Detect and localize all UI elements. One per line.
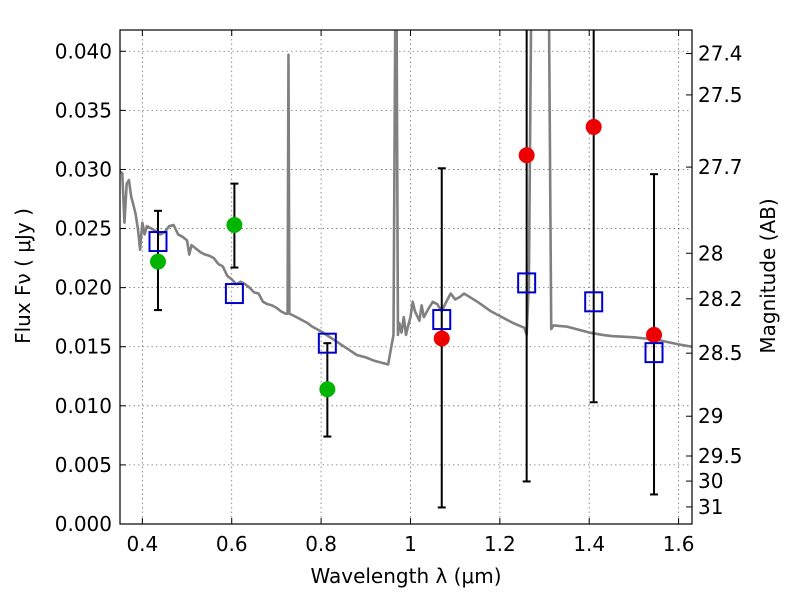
axis-ticks: 0.4 0.6 0.8 1 1.2 1.4 1.6 0.000 0.005 0.010 0.015 0… [55,30,743,556]
axes-frame [119,29,693,525]
y-tick-label: 0.025 [55,217,112,241]
x-tick-label: 0.4 [126,532,158,556]
data-point [518,147,535,164]
model-spectrum [120,30,692,366]
y-tick-label: 0.000 [55,512,112,536]
x-tick-label: 1.6 [663,532,695,556]
y-tick-label: 0.020 [55,276,112,300]
y-tick-label: 0.015 [55,335,112,359]
data-point [646,326,663,343]
plot-frame [119,29,693,525]
model-photometry-point [224,283,244,305]
x-tick-label: 0.6 [216,532,248,556]
model-photometry-point [148,231,168,253]
y-tick-label: 0.030 [55,157,112,181]
grid-lines [120,30,692,525]
x-tick-label: 1.4 [573,532,605,556]
y2-tick-label: 27.4 [698,42,743,66]
y2-axis-label: Magnitude (AB) [756,198,780,353]
y-tick-label: 0.035 [55,98,112,122]
y2-tick-label: 27.5 [698,83,743,107]
x-tick-label: 0.8 [305,532,337,556]
y2-tick-label: 29 [698,404,723,428]
model-photometry-point [317,332,337,354]
data-point [226,217,243,233]
x-tick-label: 1.2 [484,532,516,556]
y2-tick-label: 27.7 [698,155,743,179]
y2-tick-label: 28 [698,241,723,265]
y-tick-label: 0.010 [55,394,112,418]
y2-tick-label: 30 [698,469,723,493]
data-point [319,381,336,398]
model-photometry-point [584,291,604,313]
x-axis-label: Wavelength λ (μm) [310,564,501,588]
data-point [433,330,450,347]
x-tick-label: 1 [404,532,417,556]
data-point [585,118,602,135]
y-tick-label: 0.040 [55,39,112,63]
y2-tick-label: 28.2 [698,287,743,311]
model-photometry-point [432,309,452,331]
y2-tick-label: 29.5 [698,444,743,468]
y-tick-label: 0.005 [55,453,112,477]
y2-tick-label: 31 [698,495,723,519]
y-axis-label: Flux Fν ( μJy ) [11,208,35,344]
y2-tick-label: 28.5 [698,341,743,365]
model-photometry-point [517,272,537,294]
data-markers [148,118,664,398]
data-point [149,253,166,270]
model-photometry-point [644,342,664,364]
error-bars [153,30,659,509]
spectrum-line [120,30,692,366]
